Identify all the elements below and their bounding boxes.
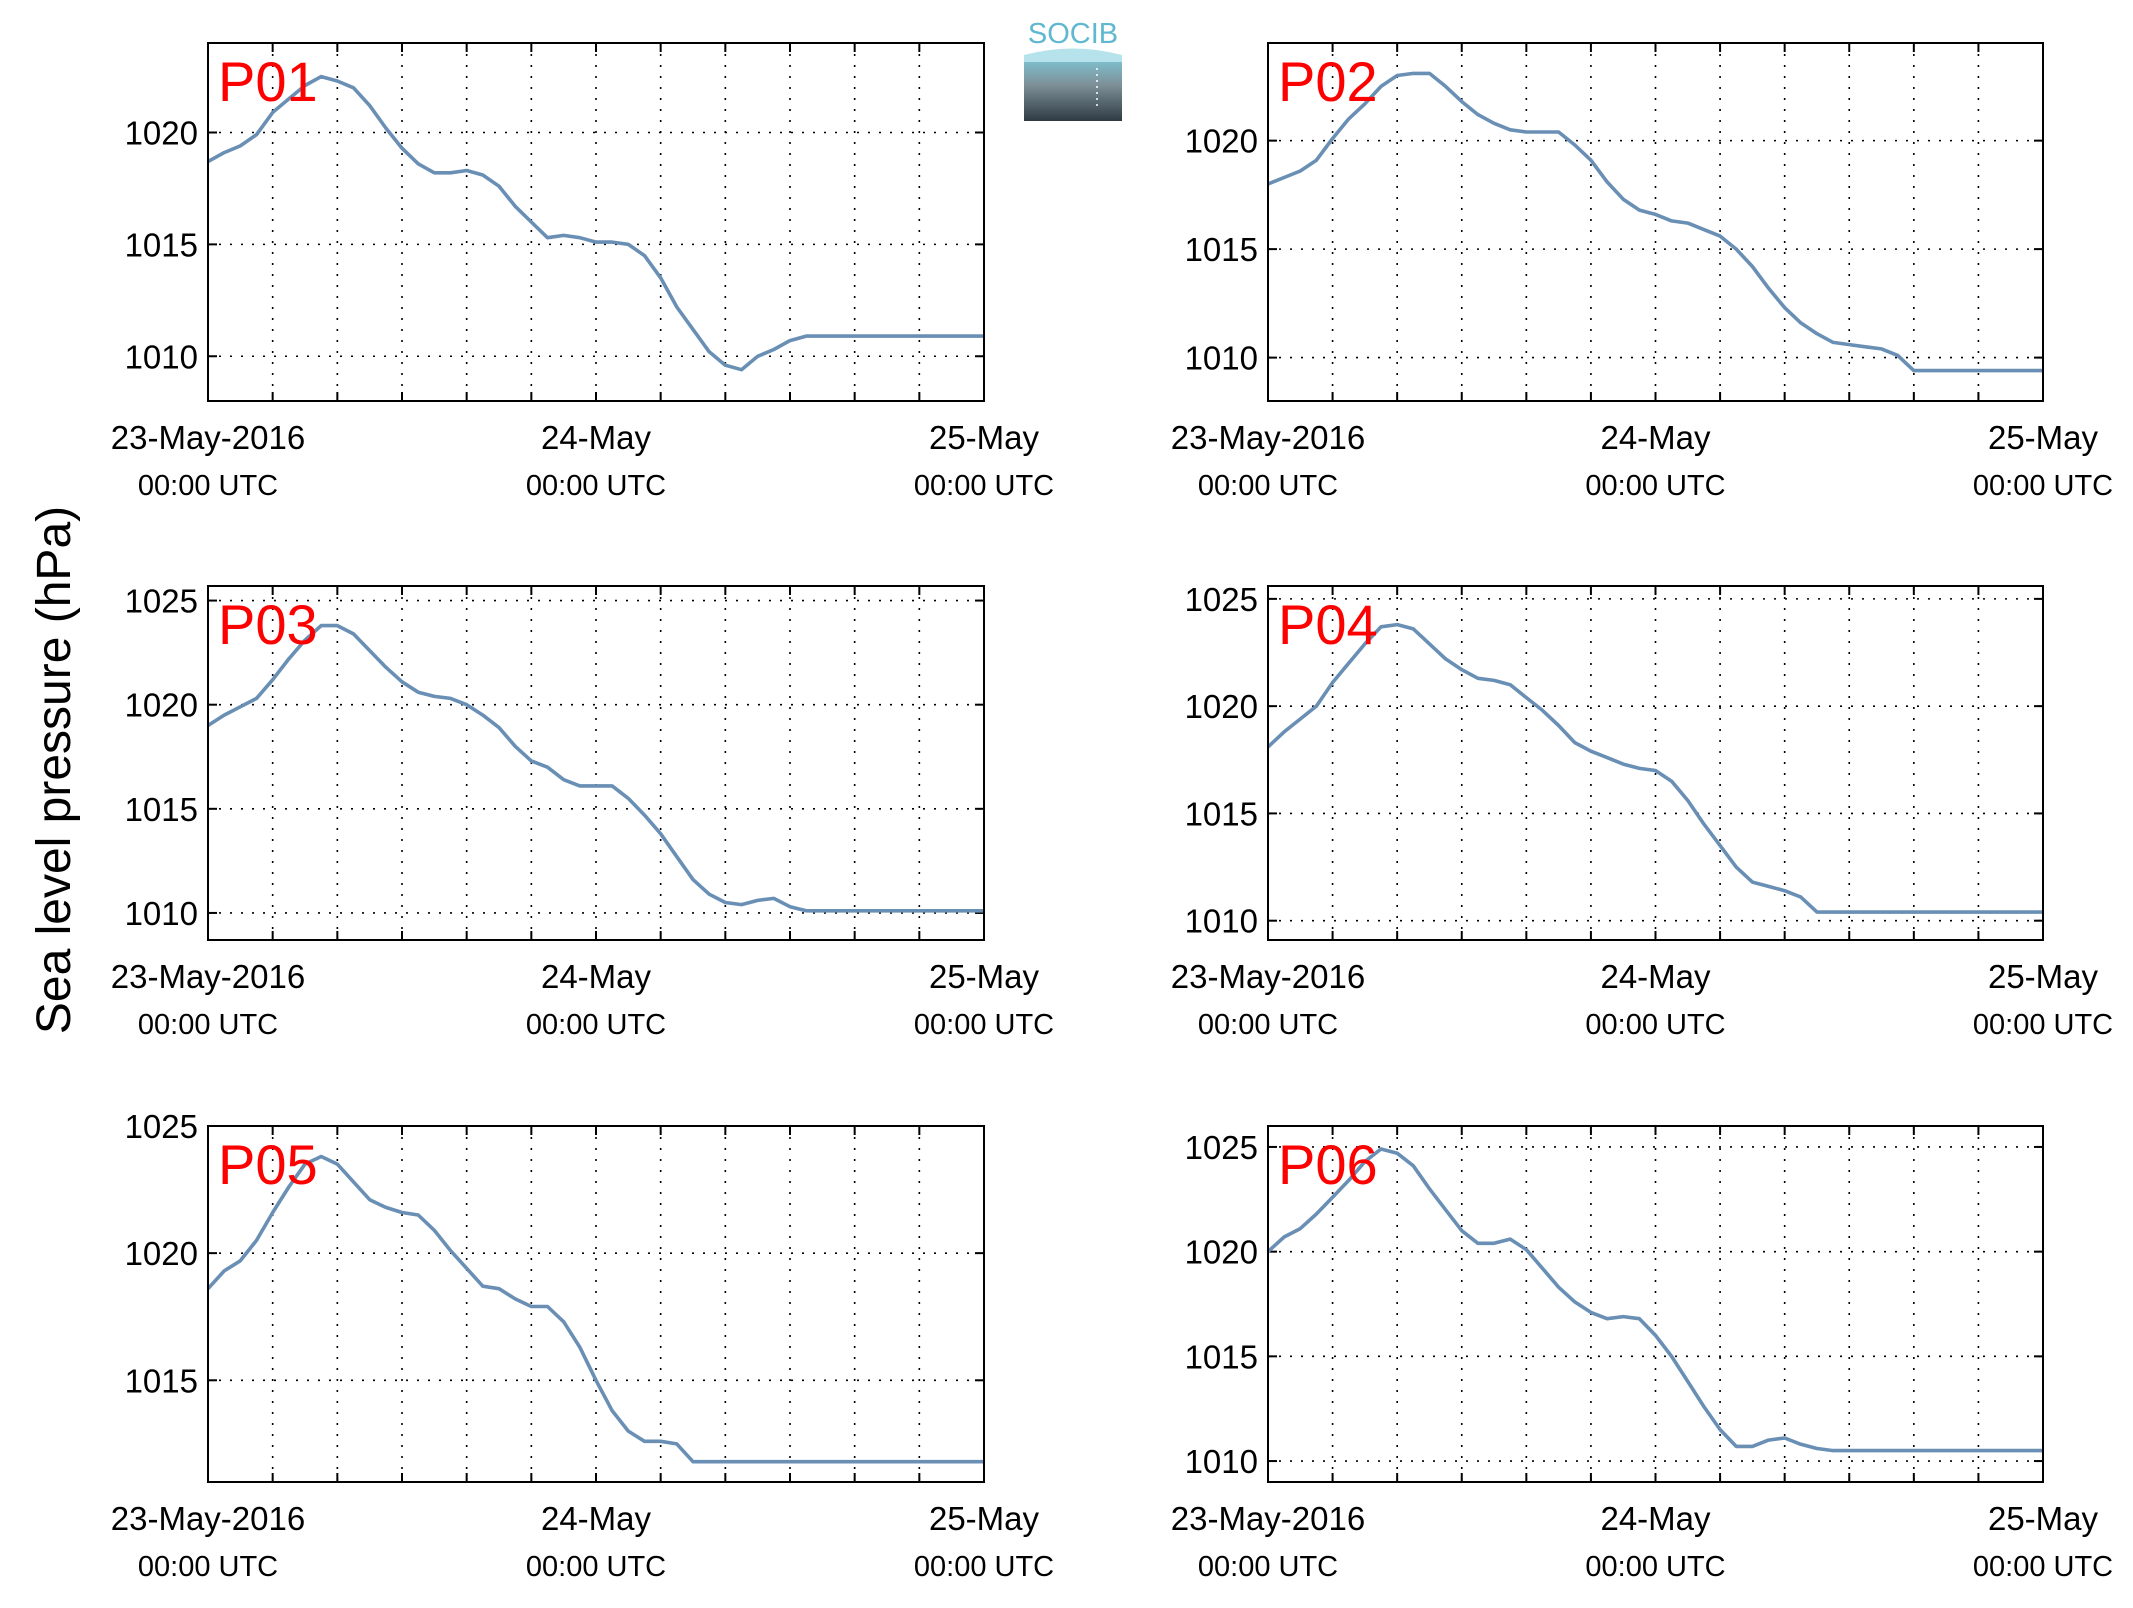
panel-label: P02 <box>1278 50 1378 113</box>
series-line <box>1266 622 2043 914</box>
x-tick-label: 25-May <box>929 958 1040 995</box>
x-tick-label: 25-May <box>1988 419 2099 456</box>
series-line <box>207 74 984 372</box>
x-tick-sublabel: 00:00 UTC <box>526 1551 666 1583</box>
x-tick-label: 25-May <box>929 1500 1040 1537</box>
y-tick-label: 1015 <box>1185 795 1258 832</box>
y-tick-label: 1020 <box>125 1235 198 1272</box>
panel-p06: 1010 1015 1020 1025 23-May-2016 00:00 UTC 24-M… <box>1171 1125 2113 1583</box>
x-tick-sublabel: 00:00 UTC <box>914 470 1054 502</box>
x-tick-label: 23-May-2016 <box>1171 1500 1365 1537</box>
panel-p04: 1010 1015 1020 1025 23-May-2016 00:00 UTC 24-M… <box>1171 581 2113 1041</box>
panel-label: P04 <box>1278 593 1378 656</box>
x-tick-label: 24-May <box>541 419 652 456</box>
x-tick-sublabel: 00:00 UTC <box>138 470 278 502</box>
x-tick-sublabel: 00:00 UTC <box>1973 1551 2113 1583</box>
y-tick-label: 1015 <box>125 226 198 263</box>
y-tick-label: 1025 <box>125 1108 198 1145</box>
panel-p01: 1010 1015 1020 23-May-2016 00:00 UTC 24-May 00… <box>111 42 1054 502</box>
y-tick-label: 1015 <box>125 1362 198 1399</box>
x-tick-sublabel: 00:00 UTC <box>1973 470 2113 502</box>
x-tick-label: 24-May <box>541 1500 652 1537</box>
panel-p02: 1010 1015 1020 23-May-2016 00:00 UTC 24-May 00… <box>1171 42 2113 502</box>
x-tick-sublabel: 00:00 UTC <box>1973 1009 2113 1041</box>
x-tick-label: 23-May-2016 <box>1171 419 1365 456</box>
logo-block <box>1024 55 1122 121</box>
panel-p05: 1015 1020 1025 23-May-2016 00:00 UTC 24-May 00… <box>111 1108 1054 1583</box>
x-tick-label: 25-May <box>1988 1500 2099 1537</box>
y-tick-label: 1010 <box>125 895 198 932</box>
series-line <box>207 623 984 913</box>
y-tick-label: 1020 <box>1185 1234 1258 1271</box>
x-tick-sublabel: 00:00 UTC <box>1198 1009 1338 1041</box>
x-tick-sublabel: 00:00 UTC <box>1585 470 1725 502</box>
x-tick-label: 25-May <box>929 419 1040 456</box>
x-tick-sublabel: 00:00 UTC <box>1198 470 1338 502</box>
y-tick-label: 1025 <box>1185 581 1258 618</box>
x-tick-sublabel: 00:00 UTC <box>138 1551 278 1583</box>
x-tick-sublabel: 00:00 UTC <box>1198 1551 1338 1583</box>
x-tick-sublabel: 00:00 UTC <box>138 1009 278 1041</box>
panel-label: P01 <box>218 50 318 113</box>
y-tick-label: 1015 <box>125 791 198 828</box>
y-tick-label: 1025 <box>125 583 198 620</box>
x-tick-label: 23-May-2016 <box>111 419 305 456</box>
series-line <box>1266 1147 2043 1453</box>
x-tick-label: 23-May-2016 <box>111 1500 305 1537</box>
y-tick-label: 1010 <box>1185 1443 1258 1480</box>
x-tick-label: 24-May <box>1600 1500 1711 1537</box>
panels: 1010 1015 1020 23-May-2016 00:00 UTC 24-May 00… <box>111 42 2113 1583</box>
axes-box <box>207 42 985 402</box>
y-tick-label: 1015 <box>1185 231 1258 268</box>
panel-label: P06 <box>1278 1133 1378 1196</box>
logo-wave <box>1024 48 1122 62</box>
y-tick-label: 1010 <box>1185 903 1258 940</box>
x-tick-sublabel: 00:00 UTC <box>1585 1009 1725 1041</box>
x-tick-sublabel: 00:00 UTC <box>1585 1551 1725 1583</box>
y-tick-label: 1020 <box>125 115 198 152</box>
x-tick-sublabel: 00:00 UTC <box>526 470 666 502</box>
y-axis-label: Sea level pressure (hPa) <box>28 506 81 1034</box>
axes-box <box>1267 1125 2044 1483</box>
x-tick-sublabel: 00:00 UTC <box>914 1551 1054 1583</box>
y-tick-label: 1025 <box>1185 1129 1258 1166</box>
axes-box <box>1267 42 2044 402</box>
panel-p03: 1010 1015 1020 1025 23-May-2016 00:00 UTC 24-M… <box>111 583 1054 1041</box>
socib-logo: SOCIB <box>1024 18 1122 121</box>
y-tick-label: 1010 <box>1185 340 1258 377</box>
x-tick-label: 24-May <box>541 958 652 995</box>
x-tick-label: 23-May-2016 <box>111 958 305 995</box>
x-tick-sublabel: 00:00 UTC <box>526 1009 666 1041</box>
x-tick-label: 24-May <box>1600 958 1711 995</box>
series-line <box>206 1154 984 1464</box>
y-tick-label: 1020 <box>1185 123 1258 160</box>
axes-box <box>1267 585 2044 941</box>
series-line <box>1267 71 2043 373</box>
x-tick-label: 24-May <box>1600 419 1711 456</box>
panel-label: P05 <box>218 1133 318 1196</box>
y-tick-label: 1020 <box>125 687 198 724</box>
panel-label: P03 <box>218 593 318 656</box>
y-tick-label: 1015 <box>1185 1338 1258 1375</box>
x-tick-label: 23-May-2016 <box>1171 958 1365 995</box>
axes-box <box>207 585 985 941</box>
axes-box <box>207 1125 985 1483</box>
y-tick-label: 1020 <box>1185 688 1258 725</box>
logo-text: SOCIB <box>1028 18 1118 50</box>
x-tick-label: 25-May <box>1988 958 2099 995</box>
y-tick-label: 1010 <box>125 338 198 375</box>
x-tick-sublabel: 00:00 UTC <box>914 1009 1054 1041</box>
